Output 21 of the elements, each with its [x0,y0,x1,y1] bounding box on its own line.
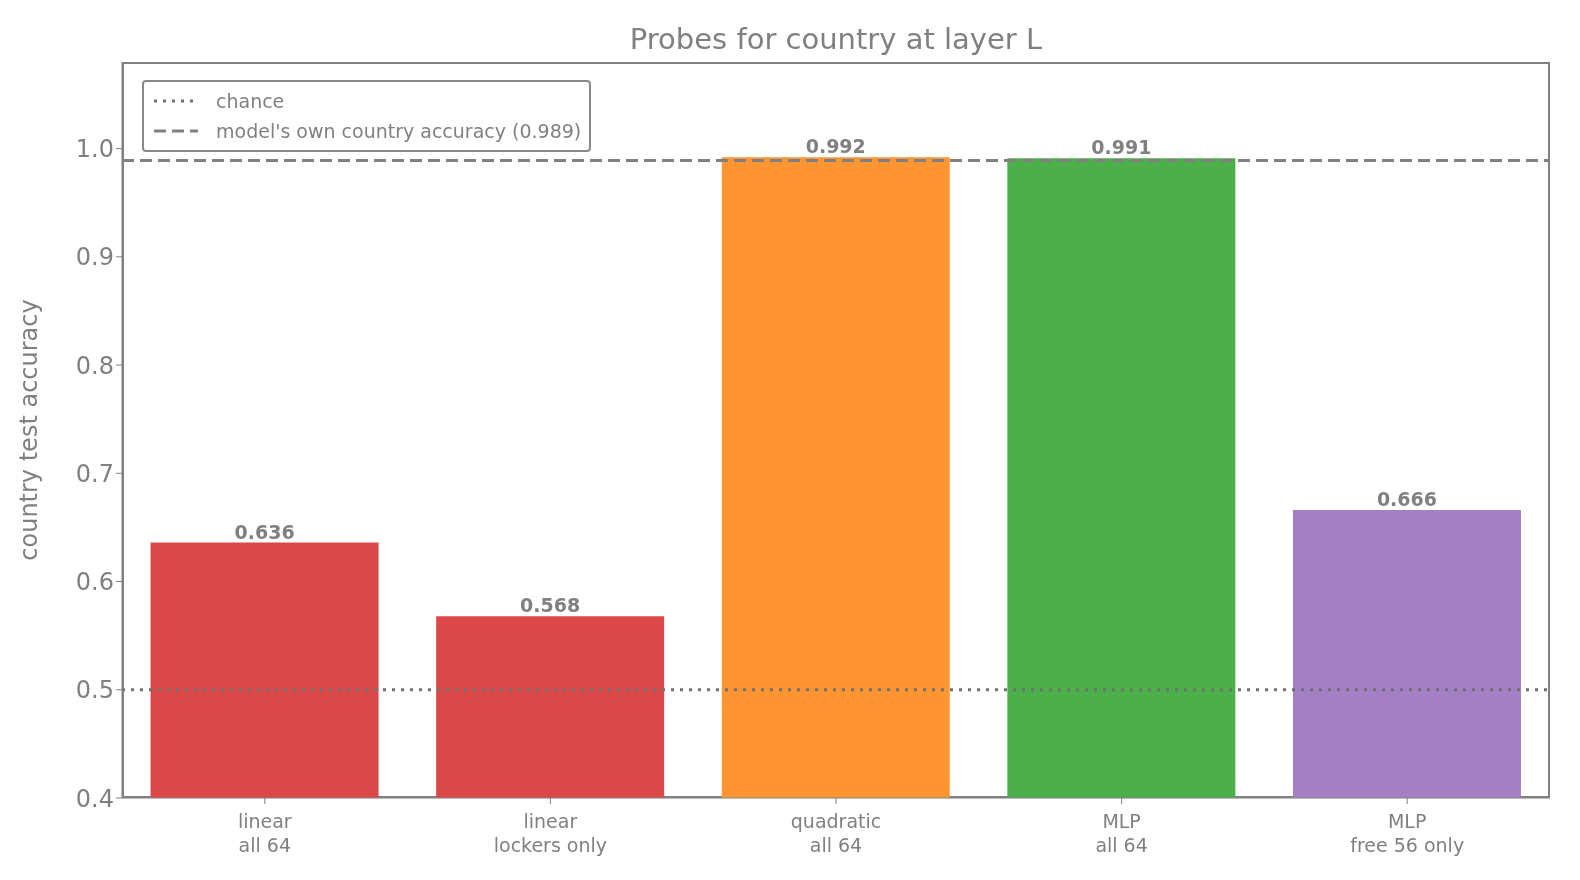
y-tick-label: 0.8 [75,351,114,380]
data-label: 0.992 [805,135,866,158]
y-tick-label: 0.9 [75,243,114,272]
x-tick-label: quadratic all 64 [790,810,882,856]
data-label: 0.666 [1376,488,1438,511]
data-label: 0.991 [1091,136,1152,159]
chart-title: Probes for country at layer L [628,22,1044,56]
y-tick-label: 0.6 [75,568,114,597]
data-label: 0.636 [234,520,295,543]
y-tick-label: 0.7 [75,459,114,488]
legend-label: chance [216,90,285,112]
y-tick-label: 0.4 [75,784,114,813]
data-label: 0.568 [520,594,581,617]
y-tick-label: 0.5 [75,676,114,705]
x-tick-label: linear lockers only [493,810,608,856]
y-axis-title: country test accuracy [14,299,43,561]
legend-label: model's own country accuracy (0.989) [216,120,582,142]
x-tick-label: MLP free 56 only [1350,810,1465,856]
x-tick-label: linear all 64 [237,810,292,856]
y-tick-label: 1.0 [75,135,114,164]
x-tick-label: MLP all 64 [1095,810,1148,856]
